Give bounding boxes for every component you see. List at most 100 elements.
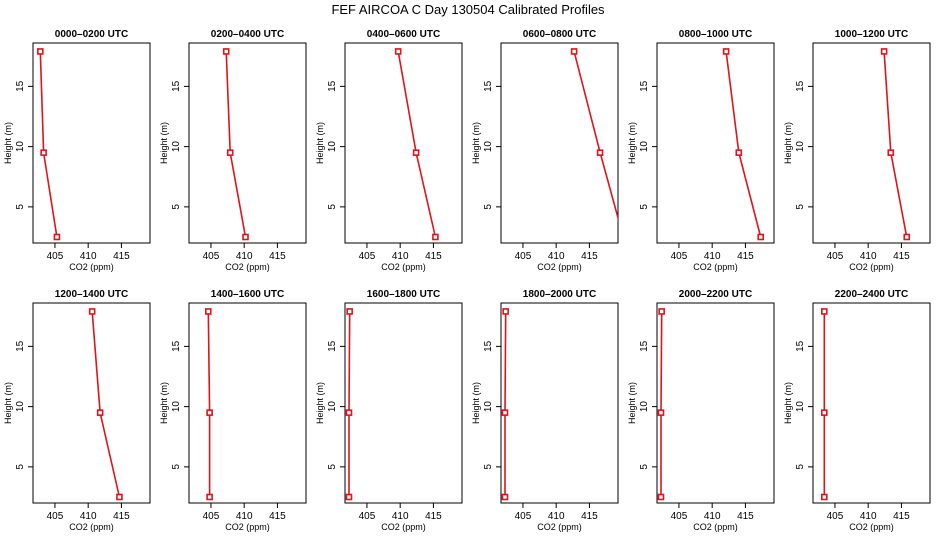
profile-panels: 0000–0200 UTC 405 410 415 5 10 15 CO2 (ppm) Heig… bbox=[3, 29, 931, 532]
x-tick-label: 415 bbox=[113, 251, 130, 262]
x-tick-label: 415 bbox=[893, 511, 910, 522]
x-tick-label: 405 bbox=[203, 511, 220, 522]
x-axis-label: CO2 (ppm) bbox=[537, 522, 582, 532]
y-axis-label: Height (m) bbox=[783, 122, 793, 164]
co2-data-point bbox=[735, 149, 743, 156]
co2-data-point bbox=[206, 493, 213, 501]
co2-data-point bbox=[53, 233, 61, 241]
profile-panel: 1600–1800 UTC 405 410 415 5 10 15 CO2 (ppm) Heig… bbox=[315, 289, 463, 532]
y-tick-label: 15 bbox=[327, 340, 338, 352]
co2-profile-line bbox=[573, 51, 618, 221]
profile-series bbox=[570, 48, 626, 239]
profile-panel: 0800–1000 UTC 405 410 415 5 10 15 CO2 (ppm) Heig… bbox=[627, 29, 775, 272]
y-tick-label: 15 bbox=[639, 340, 650, 352]
x-tick-label: 415 bbox=[737, 511, 754, 522]
y-tick-label: 5 bbox=[171, 464, 182, 470]
profile-series bbox=[345, 308, 353, 501]
x-tick-label: 405 bbox=[827, 251, 844, 262]
profile-series bbox=[204, 308, 213, 501]
y-tick-label: 15 bbox=[795, 340, 806, 352]
y-tick-label: 5 bbox=[483, 204, 494, 210]
co2-data-point bbox=[658, 308, 665, 315]
co2-data-point bbox=[657, 493, 665, 501]
profile-series bbox=[37, 48, 61, 241]
co2-data-point bbox=[206, 409, 213, 416]
plot-frame bbox=[188, 42, 307, 244]
co2-data-point bbox=[345, 409, 353, 416]
profile-panel: 2200–2400 UTC 405 410 415 5 10 15 CO2 (ppm) Heig… bbox=[783, 289, 931, 532]
profile-series bbox=[880, 48, 911, 241]
y-axis-label: Height (m) bbox=[315, 382, 325, 424]
x-tick-label: 410 bbox=[80, 251, 97, 262]
y-tick-label: 10 bbox=[639, 141, 650, 153]
co2-data-point bbox=[880, 48, 888, 55]
x-tick-label: 410 bbox=[860, 511, 877, 522]
co2-data-point bbox=[887, 149, 895, 156]
x-axis-label: CO2 (ppm) bbox=[537, 262, 582, 272]
x-tick-label: 415 bbox=[581, 511, 598, 522]
x-tick-label: 405 bbox=[671, 511, 688, 522]
y-tick-label: 5 bbox=[639, 204, 650, 210]
co2-data-point bbox=[242, 233, 249, 241]
panel-title: 1000–1200 UTC bbox=[835, 29, 908, 40]
co2-data-point bbox=[501, 409, 509, 416]
y-axis-label: Height (m) bbox=[159, 382, 169, 424]
y-axis-label: Height (m) bbox=[159, 122, 169, 164]
plot-frame bbox=[500, 302, 619, 504]
co2-data-point bbox=[432, 233, 439, 241]
y-axis-label: Height (m) bbox=[627, 122, 637, 164]
y-tick-label: 10 bbox=[795, 141, 806, 153]
y-axis-label: Height (m) bbox=[471, 122, 481, 164]
co2-data-point bbox=[757, 233, 765, 241]
y-axis-label: Height (m) bbox=[783, 382, 793, 424]
y-tick-label: 15 bbox=[15, 340, 26, 352]
x-axis-label: CO2 (ppm) bbox=[381, 262, 426, 272]
co2-data-point bbox=[116, 493, 123, 501]
profile-panel: 1400–1600 UTC 405 410 415 5 10 15 CO2 (ppm) Heig… bbox=[159, 289, 307, 532]
co2-data-point bbox=[657, 409, 665, 416]
plot-frame bbox=[32, 42, 151, 244]
co2-data-point bbox=[621, 234, 626, 239]
co2-profile-line bbox=[883, 51, 908, 238]
x-tick-label: 415 bbox=[269, 251, 286, 262]
panel-title: 2000–2200 UTC bbox=[679, 289, 752, 300]
panel-title: 0200–0400 UTC bbox=[211, 29, 284, 40]
y-tick-label: 5 bbox=[15, 204, 26, 210]
y-tick-label: 5 bbox=[327, 464, 338, 470]
y-tick-label: 15 bbox=[795, 80, 806, 92]
x-tick-label: 415 bbox=[737, 251, 754, 262]
y-axis-label: Height (m) bbox=[3, 382, 13, 424]
profile-series bbox=[394, 48, 439, 241]
y-tick-label: 10 bbox=[795, 401, 806, 413]
x-tick-label: 405 bbox=[515, 251, 532, 262]
profile-panel: 2000–2200 UTC 405 410 415 5 10 15 CO2 (ppm) Heig… bbox=[627, 289, 775, 532]
panel-title: 0800–1000 UTC bbox=[679, 29, 752, 40]
x-axis-label: CO2 (ppm) bbox=[693, 522, 738, 532]
co2-profile-line bbox=[504, 311, 507, 497]
x-tick-label: 405 bbox=[515, 511, 532, 522]
co2-profile-line bbox=[660, 311, 663, 497]
co2-profile-line bbox=[91, 311, 121, 498]
plot-frame bbox=[812, 42, 931, 244]
x-tick-label: 410 bbox=[392, 251, 409, 262]
profile-series bbox=[722, 48, 765, 241]
panel-title: 0000–0200 UTC bbox=[55, 29, 128, 40]
x-tick-label: 410 bbox=[704, 511, 721, 522]
co2-profile-line bbox=[725, 51, 762, 238]
co2-profile-line bbox=[207, 311, 211, 497]
y-tick-label: 15 bbox=[483, 80, 494, 92]
y-axis-label: Height (m) bbox=[471, 382, 481, 424]
plot-frame bbox=[344, 42, 463, 244]
x-tick-label: 405 bbox=[47, 251, 64, 262]
x-tick-label: 410 bbox=[392, 511, 409, 522]
x-tick-label: 405 bbox=[827, 511, 844, 522]
x-axis-label: CO2 (ppm) bbox=[693, 262, 738, 272]
y-tick-label: 10 bbox=[327, 141, 338, 153]
y-tick-label: 5 bbox=[15, 464, 26, 470]
y-tick-label: 10 bbox=[15, 401, 26, 413]
x-tick-label: 410 bbox=[80, 511, 97, 522]
panel-title: 2200–2400 UTC bbox=[835, 289, 908, 300]
x-tick-label: 415 bbox=[425, 511, 442, 522]
co2-data-point bbox=[903, 233, 911, 241]
y-tick-label: 5 bbox=[171, 204, 182, 210]
